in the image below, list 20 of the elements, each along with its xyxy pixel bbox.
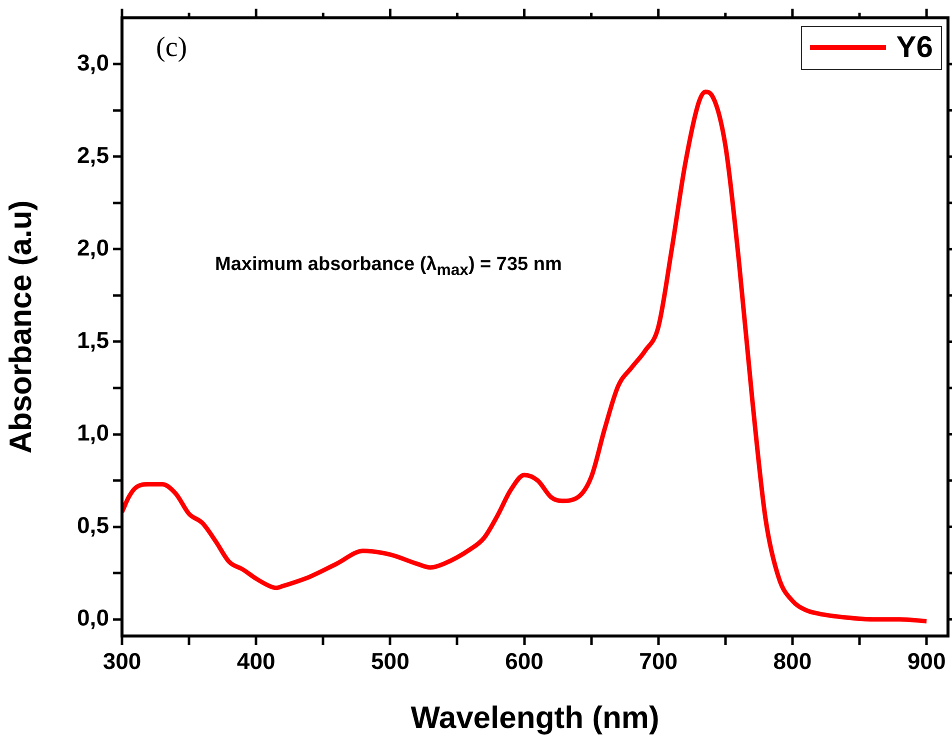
y-tick-label: 2,5	[77, 142, 110, 168]
x-tick-label: 900	[907, 648, 946, 674]
line-series	[122, 90, 929, 624]
x-tick-label: 500	[370, 648, 410, 674]
x-tick-label: 400	[236, 648, 276, 674]
x-tick-label: 700	[639, 648, 678, 674]
y-tick-label: 0,0	[77, 604, 109, 631]
y-tick-label: 1,5	[77, 327, 110, 354]
x-tick-label: 300	[102, 648, 142, 674]
y-tick-label: 3,0	[77, 49, 109, 76]
y-tick-label: 2,0	[77, 234, 109, 261]
legend-label: Y6	[896, 30, 933, 65]
annotation: Maximum absorbance (λ$_{max}$) = 735 nm	[215, 254, 562, 280]
x-tick-label: 600	[505, 648, 544, 674]
x-tick-label: 800	[773, 648, 812, 674]
y-tick-label: 0,5	[77, 512, 110, 538]
annotation: (c)	[156, 32, 188, 64]
y-tick-label: 1,0	[77, 420, 109, 446]
y-axis-title: Absorbance (a.u)	[3, 200, 38, 454]
x-axis-title: Wavelength (nm)	[410, 700, 660, 735]
